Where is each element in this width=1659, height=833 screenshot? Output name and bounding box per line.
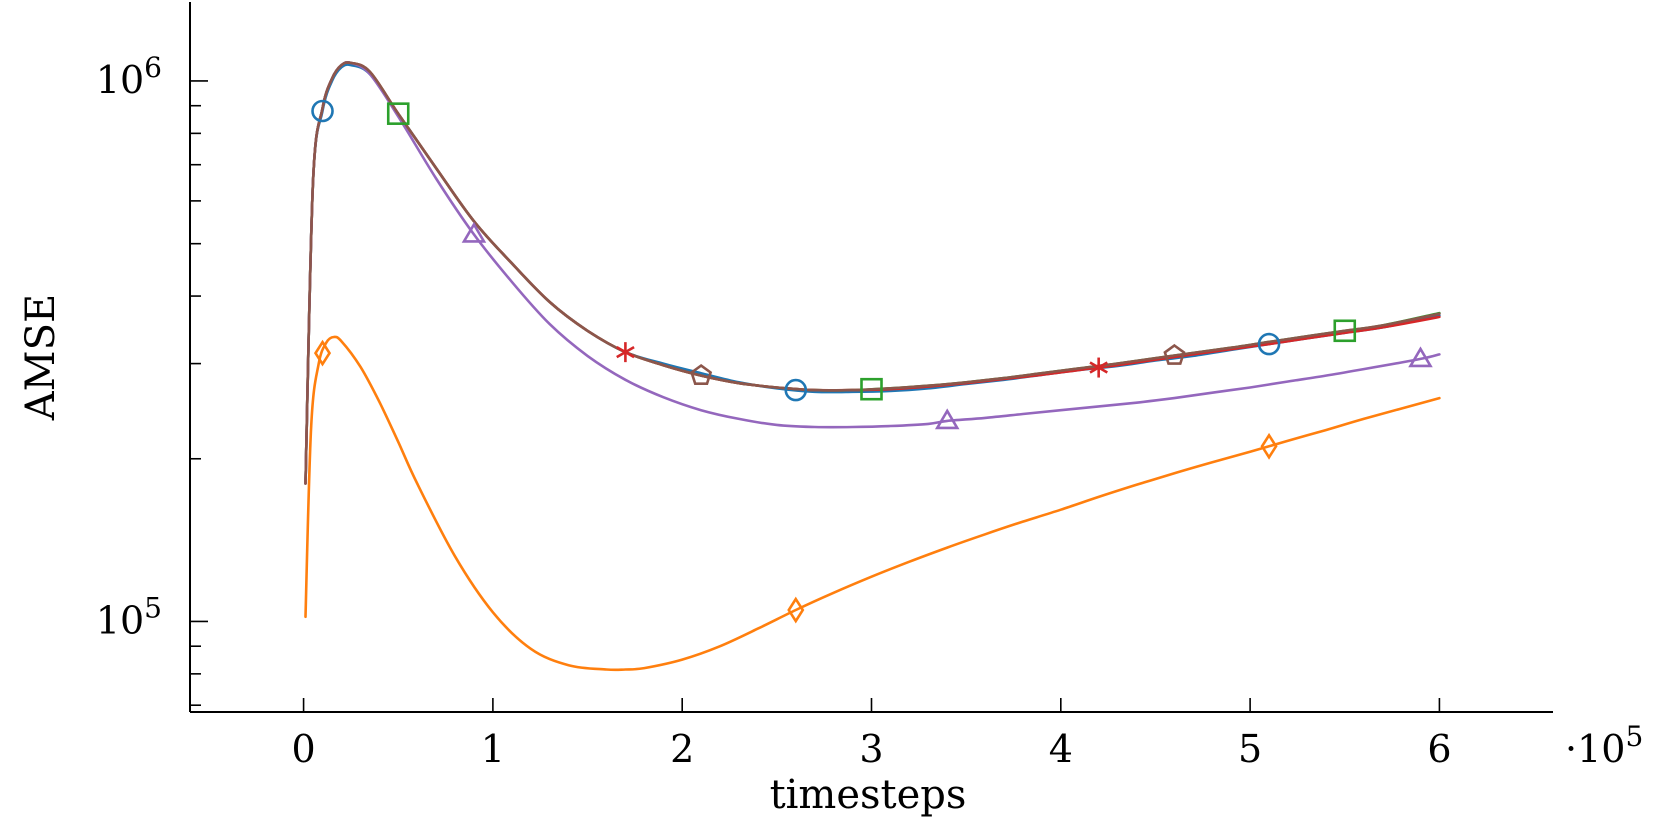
star-marker [616, 342, 635, 363]
x-ticks: 0 1 2 3 4 5 6 [291, 698, 1452, 771]
diamond-marker [1260, 432, 1278, 460]
x-tick-label: 2 [670, 727, 694, 771]
x-tick-label: 1 [481, 727, 505, 771]
circle-marker [784, 378, 808, 402]
marker-layer [311, 99, 1433, 624]
x-tick-label: 3 [859, 727, 883, 771]
series-line-5 [304, 60, 1441, 485]
x-axis-label: timesteps [770, 772, 967, 818]
x-multiplier-exp: 5 [1625, 720, 1643, 753]
pentagon-marker [1163, 343, 1186, 365]
diamond-marker [787, 596, 805, 624]
circle-marker [311, 99, 334, 123]
y-axis-label: AMSE [18, 294, 64, 421]
triangle-marker [1408, 346, 1433, 368]
square-marker [1333, 319, 1357, 343]
triangle-marker [934, 408, 960, 430]
x-axis-multiplier: ·105 [1565, 720, 1643, 771]
series-line-1 [304, 63, 1441, 485]
y-tick-label: 106 [96, 51, 162, 102]
series-line-2 [304, 335, 1441, 672]
series-layer [304, 60, 1441, 672]
x-tick-label: 0 [291, 727, 315, 771]
triangle-marker [461, 221, 487, 243]
circle-marker [1257, 332, 1281, 356]
x-tick-label: 5 [1238, 727, 1262, 771]
diamond-marker [313, 339, 332, 367]
y-ticks: 105 106 [96, 51, 208, 706]
star-marker [1089, 357, 1108, 378]
square-marker [386, 102, 410, 125]
series-line-3 [304, 61, 1441, 485]
x-tick-label: 6 [1427, 727, 1451, 771]
square-marker [860, 377, 883, 401]
x-tick-label: 4 [1049, 727, 1073, 771]
pentagon-marker [690, 363, 713, 386]
x-multiplier-base: ·10 [1565, 727, 1625, 771]
star-marker-stroke [1089, 361, 1108, 374]
series-line-6 [304, 61, 1441, 485]
star-marker-stroke [616, 346, 635, 359]
y-tick-label: 105 [96, 591, 162, 642]
series-line-4 [304, 61, 1441, 485]
